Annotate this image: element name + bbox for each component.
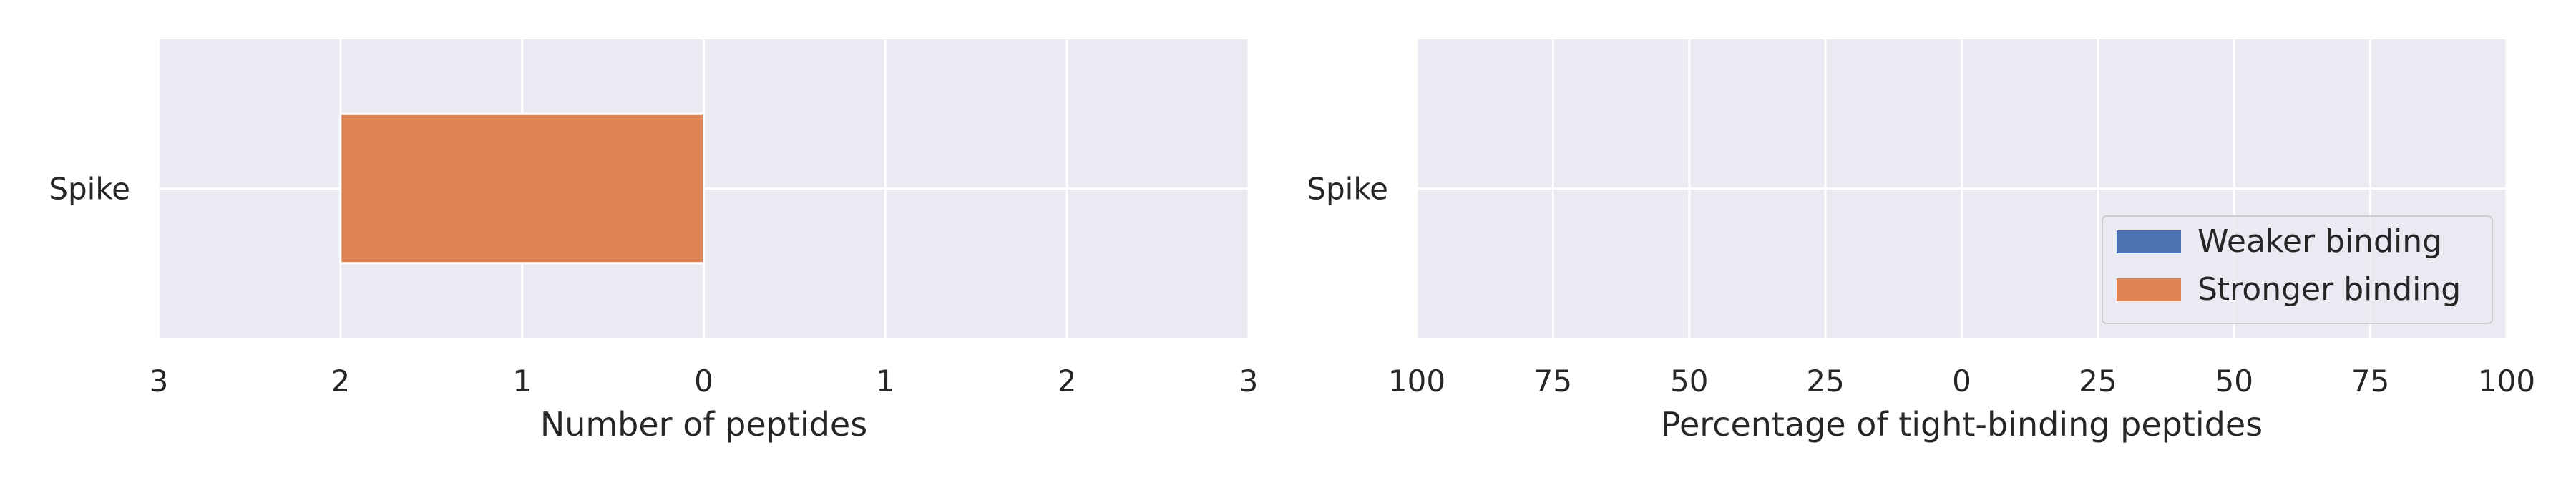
legend-label: Stronger binding (2197, 271, 2461, 308)
x-tick-label: 0 (694, 364, 713, 399)
x-tick-label: 1 (512, 364, 532, 399)
x-tick-label: 0 (1952, 364, 1971, 399)
legend-frame (2102, 215, 2493, 324)
legend: Weaker binding Stronger binding (2102, 215, 2493, 324)
x-tick-label: 50 (1670, 364, 1708, 399)
bar-stronger-binding (339, 112, 705, 265)
x-tick-label: 3 (1239, 364, 1259, 399)
legend-label: Weaker binding (2197, 223, 2442, 260)
x-axis-label: Percentage of tight-binding peptides (1661, 405, 2263, 444)
category-label: Spike (49, 172, 130, 207)
x-tick-label: 2 (1058, 364, 1077, 399)
x-tick-label: 1 (876, 364, 895, 399)
right-panel-percentage-tight-binding: Spike 100 75 50 25 0 25 50 75 100 Percentage of ti… (1307, 39, 2535, 444)
left-panel-number-of-peptides: Spike 3 2 1 0 1 2 3 Number of peptides (49, 39, 1258, 444)
x-tick-label: 100 (1388, 364, 1445, 399)
x-axis-label: Number of peptides (540, 405, 867, 444)
x-tick-label: 3 (150, 364, 169, 399)
x-tick-label: 25 (2079, 364, 2117, 399)
legend-swatch (2117, 278, 2181, 301)
x-tick-label: 50 (2215, 364, 2253, 399)
x-tick-label: 75 (1534, 364, 1572, 399)
x-tick-label: 25 (1806, 364, 1844, 399)
category-label: Spike (1307, 172, 1388, 207)
x-tick-label: 75 (2351, 364, 2389, 399)
legend-swatch (2117, 230, 2181, 253)
x-tick-label: 100 (2478, 364, 2535, 399)
x-tick-label: 2 (331, 364, 350, 399)
